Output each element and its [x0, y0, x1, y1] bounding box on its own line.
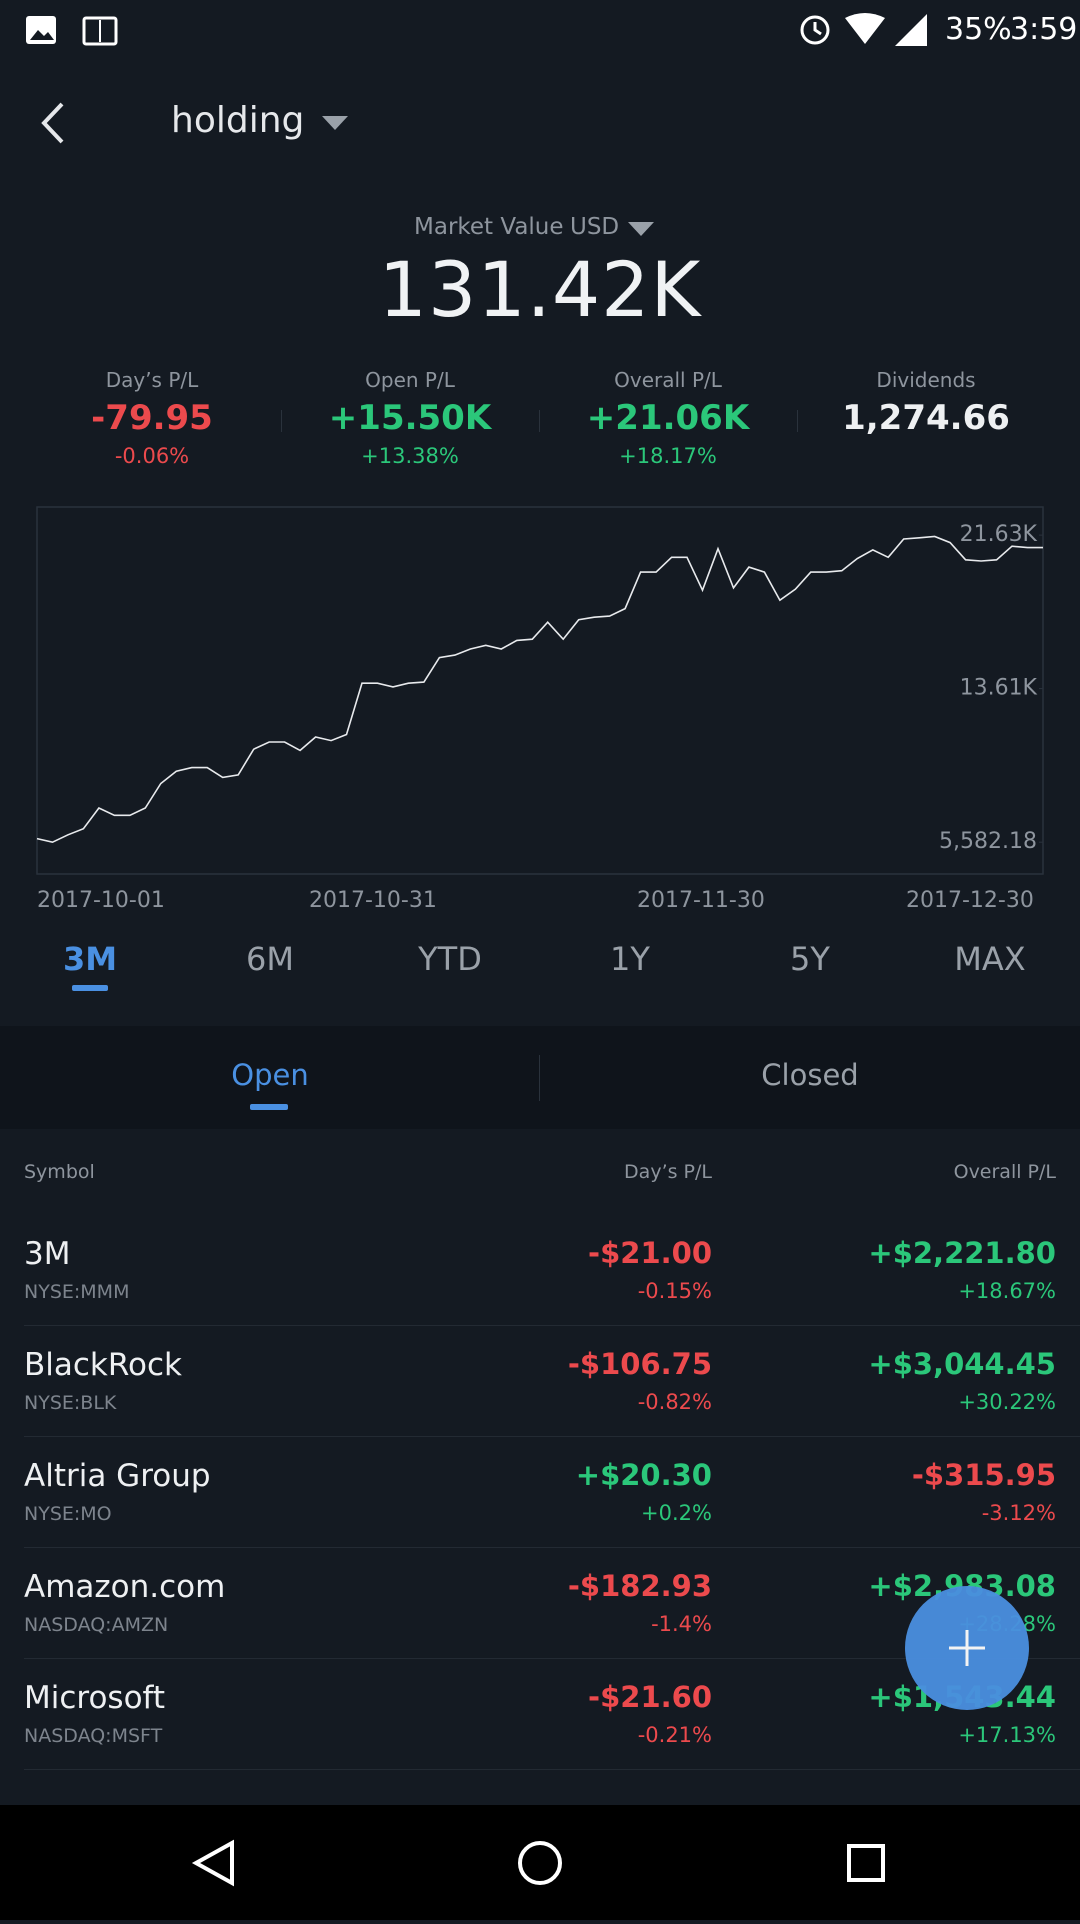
stat-change: +13.38%	[361, 444, 459, 468]
currency-dropdown-icon[interactable]	[626, 220, 656, 240]
y-tick-label: 13.61K	[960, 676, 1038, 701]
overall-pl: +$3,044.45	[868, 1347, 1056, 1381]
stat-value: 1,274.66	[842, 398, 1010, 438]
y-tick-label: 21.63K	[960, 522, 1038, 547]
overall-pl-pct: -3.12%	[981, 1501, 1056, 1525]
nav-icons	[191, 1839, 885, 1887]
stat-value: -79.95	[91, 398, 213, 438]
day-pl-pct: +0.2%	[641, 1501, 712, 1525]
nav-home[interactable]	[518, 1841, 562, 1885]
market-value: 131.42K	[378, 245, 702, 334]
row-name[interactable]: Microsoft	[24, 1680, 166, 1716]
column-header: Overall P/L	[953, 1161, 1056, 1183]
range-underline	[72, 985, 108, 991]
day-pl-pct: -1.4%	[651, 1612, 712, 1636]
y-tick-label: 5,582.18	[939, 829, 1037, 854]
column-header: Day’s P/L	[624, 1161, 712, 1183]
row-separator	[24, 1325, 1080, 1326]
chart-frame	[36, 506, 1044, 875]
stat: Day’s P/L -79.95 -0.06%	[23, 368, 281, 468]
x-tick-label: 2017-12-30	[906, 888, 1034, 913]
back-button[interactable]	[36, 100, 72, 146]
day-pl: +$20.30	[575, 1458, 712, 1492]
overall-pl-pct: +30.22%	[958, 1390, 1056, 1414]
day-pl-pct: -0.82%	[637, 1390, 712, 1414]
tab-separator	[539, 1055, 540, 1101]
range-tab[interactable]: 6M	[246, 940, 294, 978]
row-ticker: NYSE:MO	[24, 1503, 112, 1525]
tab-underline	[250, 1104, 288, 1110]
day-pl-pct: -0.15%	[637, 1279, 712, 1303]
stat-separator	[797, 410, 798, 432]
stat-value: +21.06K	[586, 398, 750, 438]
day-pl: -$21.00	[588, 1236, 712, 1270]
tab-bar	[0, 1026, 1080, 1129]
price-line	[36, 535, 1043, 844]
stat-change: +18.17%	[619, 444, 717, 468]
stat: Dividends 1,274.66	[797, 368, 1055, 438]
list-tab[interactable]: Closed	[761, 1058, 859, 1092]
range-tab[interactable]: 1Y	[610, 940, 650, 978]
range-tab[interactable]: 5Y	[790, 940, 830, 978]
list-tab[interactable]: Open	[231, 1058, 309, 1092]
status-bar: 35% 3:59	[0, 0, 1080, 66]
overall-pl: -$315.95	[911, 1458, 1056, 1492]
day-pl: -$106.75	[567, 1347, 712, 1381]
row-separator	[24, 1547, 1080, 1548]
stat-label: Overall P/L	[614, 368, 722, 392]
currency[interactable]: USD	[570, 214, 620, 240]
market-value-label: Market Value	[414, 214, 564, 240]
chart: 21.63K 13.61K 5,582.18	[36, 506, 1044, 875]
page-title[interactable]: holding	[171, 100, 305, 141]
stat: Overall P/L +21.06K +18.17%	[539, 368, 797, 468]
column-header: Symbol	[24, 1161, 95, 1183]
range-tab[interactable]: 3M	[62, 940, 118, 978]
day-pl: -$182.93	[567, 1569, 712, 1603]
x-tick-label: 2017-10-31	[309, 888, 437, 913]
stat-label: Dividends	[876, 368, 976, 392]
row-separator	[24, 1658, 1080, 1659]
battery-text: 35%	[945, 12, 1012, 47]
stat-separator	[281, 410, 282, 432]
row-ticker: NYSE:MMM	[24, 1281, 130, 1303]
stat-value: +15.50K	[328, 398, 492, 438]
row-name[interactable]: BlackRock	[24, 1347, 182, 1383]
nav-recents[interactable]	[847, 1844, 885, 1882]
clock: 3:59	[1010, 12, 1078, 47]
row-name[interactable]: Altria Group	[24, 1458, 211, 1494]
stat-separator	[539, 410, 540, 432]
range-tab[interactable]: YTD	[418, 940, 482, 978]
stat-label: Day’s P/L	[105, 368, 199, 392]
row-ticker: NASDAQ:MSFT	[24, 1725, 163, 1747]
dropdown-icon[interactable]	[320, 114, 350, 134]
overall-pl-pct: +18.67%	[958, 1279, 1056, 1303]
day-pl: -$21.60	[588, 1680, 712, 1714]
row-name[interactable]: Amazon.com	[24, 1569, 226, 1605]
x-tick-label: 2017-11-30	[637, 888, 765, 913]
nav-bar	[0, 1805, 1080, 1920]
day-pl-pct: -0.21%	[637, 1723, 712, 1747]
row-separator	[24, 1769, 1080, 1770]
nav-back[interactable]	[191, 1839, 234, 1887]
row-separator	[24, 1436, 1080, 1437]
row-ticker: NASDAQ:AMZN	[24, 1614, 169, 1636]
overall-pl-pct: +17.13%	[958, 1723, 1056, 1747]
x-tick-label: 2017-10-01	[37, 888, 165, 913]
row-ticker: NYSE:BLK	[24, 1392, 117, 1414]
overall-pl: +$2,221.80	[868, 1236, 1056, 1270]
stat-change: -0.06%	[114, 444, 190, 468]
status-signal-icons	[800, 13, 927, 46]
range-tab[interactable]: MAX	[954, 940, 1026, 978]
add-button[interactable]	[905, 1586, 1029, 1710]
stat: Open P/L +15.50K +13.38%	[281, 368, 539, 468]
row-name[interactable]: 3M	[24, 1236, 71, 1272]
add-icon	[949, 1630, 985, 1666]
status-icons	[26, 16, 118, 46]
stat-label: Open P/L	[365, 368, 455, 392]
